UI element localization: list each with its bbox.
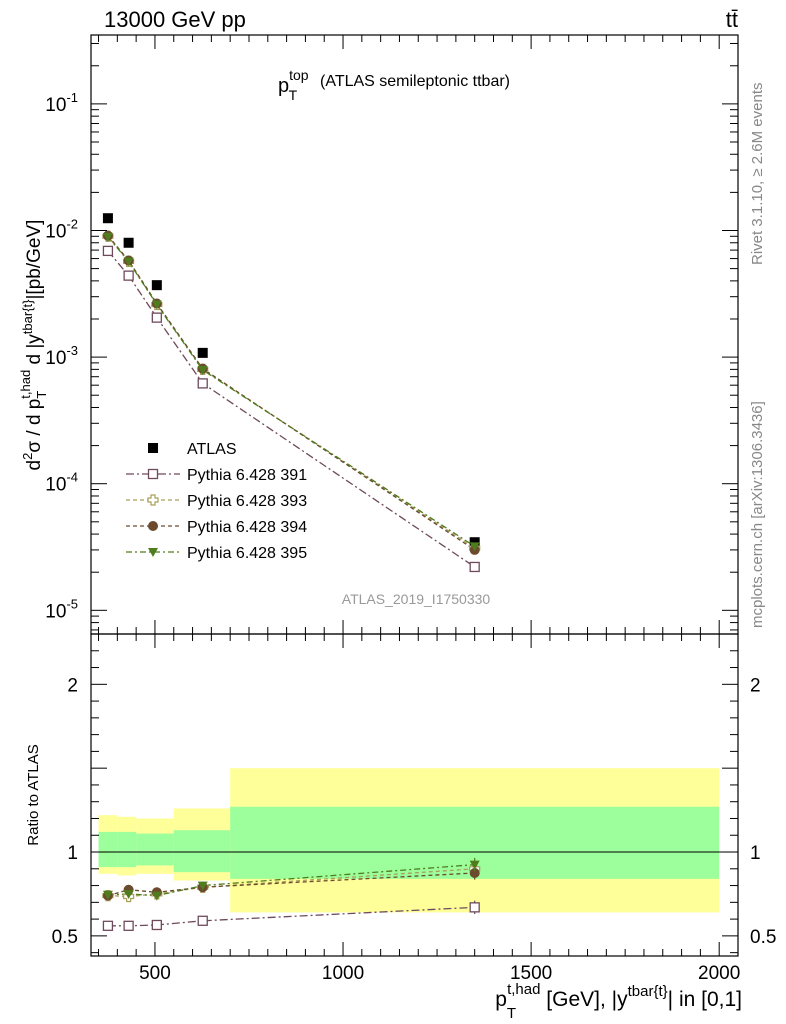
ry-label-l-2: 2	[67, 675, 78, 696]
ratio-point-4-2	[151, 891, 162, 901]
main-point-1-4	[469, 561, 480, 573]
legend-label-2: Pythia 6.428 393	[187, 493, 307, 510]
title-sub: T	[289, 87, 298, 103]
ratio-point-4-4	[469, 860, 480, 870]
ratio-point-4-0	[102, 890, 113, 900]
legend-label-4: Pythia 6.428 395	[187, 545, 307, 562]
ratio-point-4-1	[123, 889, 134, 899]
main-point-4-2	[151, 300, 162, 310]
ratio-ylabel: Ratio to ATLAS	[25, 744, 42, 845]
ry-label-l-1: 1	[67, 843, 78, 864]
main-point-1-2	[151, 312, 162, 323]
ratio-point-1-0	[102, 920, 114, 931]
main-point-1-1	[123, 270, 134, 281]
main-title: ptop T (ATLAS semileptonic ttbar)	[278, 67, 510, 103]
main-point-4-4	[469, 542, 480, 552]
main-point-1-0	[102, 245, 114, 257]
ratio-xlabel: pTt,had [GeV], |ytbar{t}| in [0,1]	[495, 981, 742, 1022]
ratio-point-1-2	[151, 919, 162, 931]
y-tick-label-0: 10-5	[45, 596, 78, 622]
rivet-label: Rivet 3.1.10, ≥ 2.6M events	[749, 83, 766, 266]
analysis-id: ATLAS_2019_I1750330	[342, 591, 491, 607]
ry-label-r-2: 2	[750, 675, 761, 696]
y-tick-label-3: 10-2	[45, 216, 78, 242]
title-main: p	[278, 75, 289, 97]
legend-marker-2	[147, 494, 159, 506]
ratio-point-3-4	[469, 867, 480, 878]
main-ylabel: d2σ / d pTt,had d |ytbar{t}|[pb/GeV]	[18, 220, 49, 471]
ry-label-r-0.5: 0.5	[750, 927, 776, 948]
band-inner-0	[98, 831, 118, 868]
main-point-4-3	[197, 366, 208, 376]
ry-label-r-1: 1	[750, 843, 761, 864]
x-tick-label-1500: 1500	[510, 963, 552, 984]
main-point-0-2	[151, 280, 162, 291]
main-point-1-3	[197, 378, 208, 389]
band-inner-1	[117, 831, 137, 868]
ratio-point-4-3	[197, 881, 208, 891]
band-inner-3	[173, 830, 231, 873]
legend-marker-0	[148, 443, 158, 453]
main-point-0-1	[123, 237, 134, 248]
ratio-point-1-4	[469, 902, 480, 913]
legend-marker-3	[148, 521, 158, 531]
header-right: tt̄	[726, 7, 738, 32]
ratio-panel: 500 1000 1500 2000 0.5 0.5 1 1 2 2	[52, 633, 776, 984]
ratio-point-1-1	[123, 920, 134, 931]
ratio-point-1-3	[197, 915, 208, 926]
legend: ATLAS Pythia 6.428 391 Pythia 6.428 393 Pyt…	[126, 441, 307, 562]
main-point-4-1	[123, 257, 134, 267]
main-point-0-4	[469, 537, 480, 548]
main-point-0-0	[102, 213, 113, 224]
y-tick-label-2: 10-3	[45, 343, 78, 369]
x-tick-label-2000: 2000	[698, 963, 740, 984]
x-tick-label-500: 500	[139, 963, 171, 984]
y-tick-label-4: 10-1	[45, 90, 78, 116]
mcplots-label: mcplots.cern.ch [arXiv:1306.3436]	[749, 401, 766, 628]
x-tick-label-1000: 1000	[322, 963, 364, 984]
ratio-line-4	[107, 863, 475, 897]
main-line-3	[107, 235, 476, 551]
legend-label-3: Pythia 6.428 394	[187, 519, 307, 536]
legend-marker-1	[147, 468, 159, 480]
title-sup: top	[289, 67, 309, 83]
legend-marker-4	[148, 548, 158, 557]
ratio-frame	[90, 633, 739, 957]
title-rest: (ATLAS semileptonic ttbar)	[320, 73, 510, 90]
legend-label-0: ATLAS	[187, 441, 237, 458]
header-left: 13000 GeV pp	[104, 7, 246, 32]
main-panel: 10-5 10-4 10-3 10-2 10-1	[45, 34, 739, 635]
band-inner-2	[136, 833, 174, 866]
y-tick-label-1: 10-4	[45, 470, 78, 496]
ry-label-l-0.5: 0.5	[52, 927, 78, 948]
main-point-4-0	[102, 232, 113, 242]
main-line-4	[107, 236, 476, 547]
main-point-0-3	[197, 347, 208, 358]
legend-label-1: Pythia 6.428 391	[187, 467, 307, 484]
